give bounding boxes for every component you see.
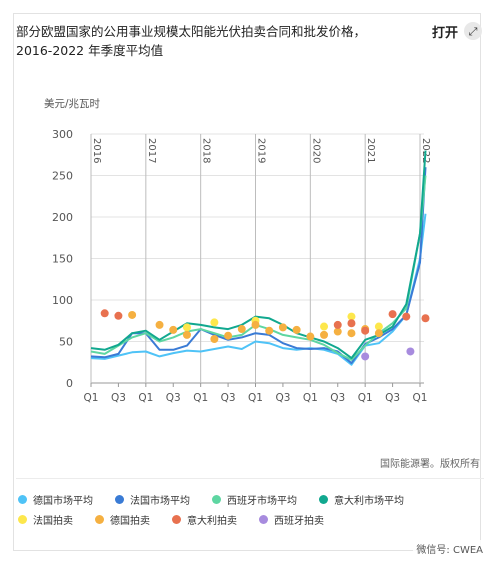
legend-label: 西班牙市场平均 bbox=[227, 495, 297, 507]
legend-swatch bbox=[95, 514, 104, 524]
watermark: 微信号: CWEA bbox=[413, 540, 486, 557]
source-note: 国际能源署。版权所有 bbox=[380, 459, 480, 470]
year-label: 2019 bbox=[256, 138, 267, 163]
auction-point bbox=[388, 310, 397, 319]
auction-point bbox=[320, 322, 329, 331]
auction-point bbox=[210, 335, 219, 344]
y-tick-label: 250 bbox=[52, 170, 73, 183]
x-tick-label: Q1 bbox=[248, 392, 263, 404]
legend-label: 德国拍卖 bbox=[110, 515, 150, 527]
y-tick-label: 200 bbox=[52, 211, 73, 224]
x-tick-label: Q1 bbox=[413, 392, 428, 404]
legend-item: 意大利拍卖 bbox=[172, 513, 237, 527]
auction-point bbox=[182, 323, 191, 332]
year-label: 2016 bbox=[91, 138, 102, 163]
legend-swatch bbox=[18, 494, 27, 504]
x-tick-label: Q3 bbox=[330, 392, 345, 404]
x-tick-label: Q1 bbox=[138, 392, 153, 404]
y-axis-label: 美元/兆瓦时 bbox=[44, 98, 101, 110]
legend-swatch bbox=[115, 494, 124, 504]
chart-title: 部分欧盟国家的公用事业规模太阳能光伏拍卖合同和批发价格，2016-2022 年季… bbox=[16, 24, 367, 58]
auction-point bbox=[347, 329, 356, 338]
auction-point bbox=[333, 320, 342, 329]
auction-point bbox=[347, 312, 356, 321]
series-line bbox=[90, 167, 427, 365]
legend-swatch bbox=[259, 514, 268, 524]
auction-point bbox=[182, 330, 191, 339]
legend-label: 西班牙拍卖 bbox=[274, 515, 324, 527]
legend-item: 德国拍卖 bbox=[95, 513, 150, 527]
legend-swatch bbox=[319, 494, 328, 504]
legend-label: 法国拍卖 bbox=[33, 515, 73, 527]
auction-point bbox=[374, 329, 383, 338]
legend-item: 法国市场平均 bbox=[115, 493, 190, 507]
x-tick-label: Q1 bbox=[303, 392, 318, 404]
auction-point bbox=[320, 330, 329, 339]
x-tick-label: Q3 bbox=[385, 392, 400, 404]
y-tick-label: 150 bbox=[52, 253, 73, 266]
legend-label: 意大利拍卖 bbox=[187, 515, 237, 527]
auction-point bbox=[224, 331, 233, 340]
x-tick-label: Q3 bbox=[166, 392, 181, 404]
x-tick-label: Q1 bbox=[193, 392, 208, 404]
auction-point bbox=[402, 312, 411, 321]
year-label: 2020 bbox=[310, 138, 321, 163]
expand-arrows-icon: ⤢ bbox=[464, 22, 482, 40]
legend-item: 法国拍卖 bbox=[18, 513, 73, 527]
auction-point bbox=[251, 320, 260, 329]
auction-point bbox=[361, 352, 370, 361]
open-button-label: 打开 bbox=[431, 25, 458, 41]
legend-item: 德国市场平均 bbox=[18, 493, 93, 507]
auction-point bbox=[265, 326, 274, 335]
legend-label: 法国市场平均 bbox=[130, 495, 190, 507]
legend-label: 意大利市场平均 bbox=[334, 495, 404, 507]
year-label: 2018 bbox=[201, 138, 212, 163]
y-tick-label: 0 bbox=[66, 377, 73, 390]
legend-swatch bbox=[212, 494, 221, 504]
year-label: 2017 bbox=[146, 138, 157, 163]
y-tick-label: 50 bbox=[59, 336, 73, 349]
auction-point bbox=[278, 323, 287, 332]
x-tick-label: Q1 bbox=[358, 392, 373, 404]
year-label: 2021 bbox=[365, 138, 376, 163]
legend-swatch bbox=[172, 514, 181, 524]
x-tick-label: Q1 bbox=[84, 392, 99, 404]
legend: 德国市场平均 法国市场平均 西班牙市场平均 意大利市场平均法国拍卖 德国拍卖 意大利拍卖 西… bbox=[18, 493, 458, 527]
auction-point bbox=[333, 327, 342, 336]
y-tick-label: 300 bbox=[52, 128, 73, 141]
auction-point bbox=[114, 311, 123, 320]
auction-point bbox=[347, 319, 356, 328]
open-button[interactable]: 打开 ⤢ bbox=[432, 20, 482, 42]
auction-point bbox=[374, 322, 383, 331]
divider bbox=[16, 478, 484, 479]
series-line bbox=[90, 213, 427, 366]
legend-item: 西班牙市场平均 bbox=[212, 493, 297, 507]
legend-label: 德国市场平均 bbox=[33, 495, 93, 507]
legend-item: 意大利市场平均 bbox=[319, 493, 404, 507]
auction-point bbox=[406, 347, 415, 356]
x-tick-label: Q3 bbox=[221, 392, 236, 404]
auction-point bbox=[210, 318, 219, 327]
auction-point bbox=[421, 314, 430, 323]
auction-point bbox=[361, 326, 370, 335]
auction-point bbox=[306, 332, 315, 341]
auction-point bbox=[128, 310, 137, 319]
x-tick-label: Q3 bbox=[275, 392, 290, 404]
y-tick-label: 100 bbox=[52, 294, 73, 307]
auction-point bbox=[292, 325, 301, 334]
legend-swatch bbox=[18, 514, 27, 524]
auction-point bbox=[100, 309, 109, 318]
x-tick-label: Q3 bbox=[111, 392, 126, 404]
legend-item: 西班牙拍卖 bbox=[259, 513, 324, 527]
auction-point bbox=[155, 320, 164, 329]
auction-point bbox=[237, 325, 246, 334]
auction-point bbox=[169, 325, 178, 334]
